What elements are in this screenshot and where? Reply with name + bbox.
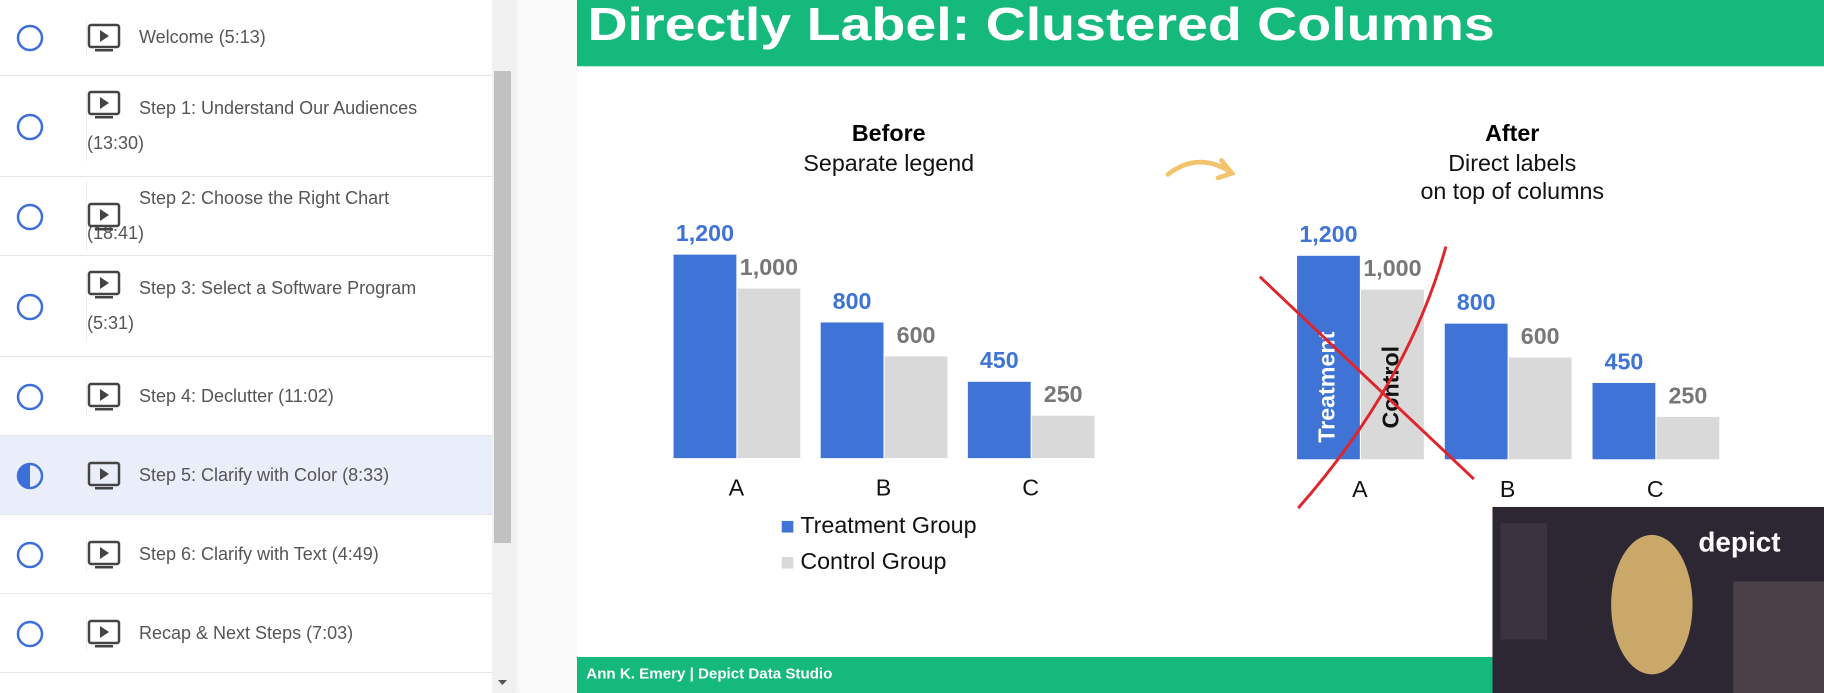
legend-label: Treatment Group	[800, 512, 976, 538]
scroll-down[interactable]	[492, 673, 513, 693]
chart-subtitle: on top of columns	[1420, 178, 1604, 204]
lesson-title: Step 4: Declutter (11:02)	[86, 378, 437, 414]
bar	[673, 254, 737, 459]
bar	[1656, 416, 1720, 460]
data-label: 800	[833, 288, 872, 314]
play-icon	[87, 90, 121, 119]
slide-title: Directly Label: Clustered Columns	[587, 0, 1494, 50]
video-bg	[1500, 523, 1548, 640]
cross-out	[1258, 246, 1475, 510]
status-icon	[16, 24, 44, 52]
x-tick-label: C	[1647, 476, 1664, 502]
play-icon	[87, 540, 121, 568]
lesson-title: Recap & Next Steps (7:03)	[86, 615, 437, 651]
title-band	[576, 0, 1824, 67]
video-person	[1611, 534, 1693, 675]
bar	[737, 288, 801, 459]
legend-label: Control	[1378, 346, 1404, 429]
lesson-item[interactable]: Step 2: Choose the Right Chart (18:41)	[0, 177, 492, 256]
status-icon	[16, 293, 44, 320]
bar	[1444, 323, 1508, 460]
bar	[884, 356, 948, 459]
status-icon	[16, 113, 44, 140]
x-tick-label: C	[1022, 475, 1039, 501]
video-shelf	[1733, 581, 1824, 693]
lesson-item[interactable]: Step 5: Clarify with Color (8:33)	[0, 436, 492, 515]
bar	[967, 381, 1031, 459]
lesson-title: Step 6: Clarify with Text (4:49)	[86, 536, 437, 572]
chart-subtitle: Direct labels	[1448, 150, 1576, 176]
data-label: 450	[1605, 348, 1644, 374]
lesson-item[interactable]: Step 4: Declutter (11:02)	[0, 357, 492, 436]
lesson-title: Step 2: Choose the Right Chart (18:41)	[86, 181, 437, 251]
status-icon	[16, 541, 44, 568]
lesson-item[interactable]: Step 1: Understand Our Audiences (13:30)	[0, 76, 492, 177]
bar	[1508, 357, 1572, 460]
lesson-item[interactable]: Recap & Next Steps (7:03)	[0, 594, 492, 673]
data-label: 800	[1457, 289, 1496, 315]
status-icon	[16, 462, 44, 489]
play-icon	[87, 270, 121, 299]
x-tick-label: B	[1500, 476, 1516, 502]
arrow	[1165, 158, 1236, 181]
play-icon	[87, 461, 121, 489]
lesson-title: Step 5: Clarify with Color (8:33)	[86, 457, 437, 493]
lesson-title: Step 1: Understand Our Audiences (13:30)	[86, 91, 437, 161]
chart-title: Before	[852, 120, 926, 146]
data-label: 250	[1668, 382, 1707, 408]
footer-text: Ann K. Emery | Depict Data Studio	[586, 665, 832, 682]
bar	[820, 322, 884, 459]
data-label: 250	[1044, 381, 1083, 407]
bar	[1031, 415, 1095, 459]
data-label: 600	[1521, 323, 1560, 349]
bar	[1297, 255, 1360, 460]
course-sidebar: Welcome (5:13) Step 1: Understand Our Aud…	[0, 0, 492, 693]
x-tick-label: A	[1352, 476, 1368, 502]
status-icon	[16, 383, 44, 410]
play-icon	[87, 619, 121, 647]
x-tick-label: A	[729, 475, 745, 501]
chart-subtitle: Separate legend	[803, 150, 974, 176]
play-icon	[87, 202, 121, 230]
data-label: 600	[897, 322, 936, 348]
video-thumbnail[interactable]	[1492, 506, 1824, 693]
bar	[1361, 289, 1424, 460]
status-icon	[16, 620, 44, 647]
legend-label: Treatment	[1314, 331, 1340, 442]
footer-band	[576, 656, 1493, 693]
video-overlay: depict	[1698, 527, 1780, 558]
lesson-title: Welcome (5:13)	[86, 20, 437, 55]
lesson-item[interactable]: Step 3: Select a Software Program (5:31)	[0, 256, 492, 357]
gutter	[513, 0, 577, 693]
legend-label: Control Group	[800, 548, 946, 574]
data-label: 1,000	[740, 254, 798, 280]
scroll-thumb[interactable]	[494, 71, 511, 543]
lesson-title: Step 3: Select a Software Program (5:31)	[86, 271, 437, 341]
data-label: 1,000	[1363, 255, 1421, 281]
scrollbar[interactable]	[492, 0, 513, 693]
chart-title: After	[1485, 120, 1539, 146]
legend-swatch	[781, 520, 794, 533]
bar	[1592, 382, 1656, 460]
x-tick-label: B	[876, 475, 892, 501]
lesson-item[interactable]: Step 6: Clarify with Text (4:49)	[0, 515, 492, 594]
lesson-item[interactable]: Welcome (5:13)	[0, 0, 492, 76]
data-label: 1,200	[1299, 221, 1357, 247]
legend-swatch	[781, 556, 794, 569]
status-icon	[16, 203, 44, 230]
play-icon	[87, 23, 121, 52]
play-icon	[87, 382, 121, 410]
data-label: 450	[980, 347, 1019, 373]
data-label: 1,200	[676, 220, 734, 246]
